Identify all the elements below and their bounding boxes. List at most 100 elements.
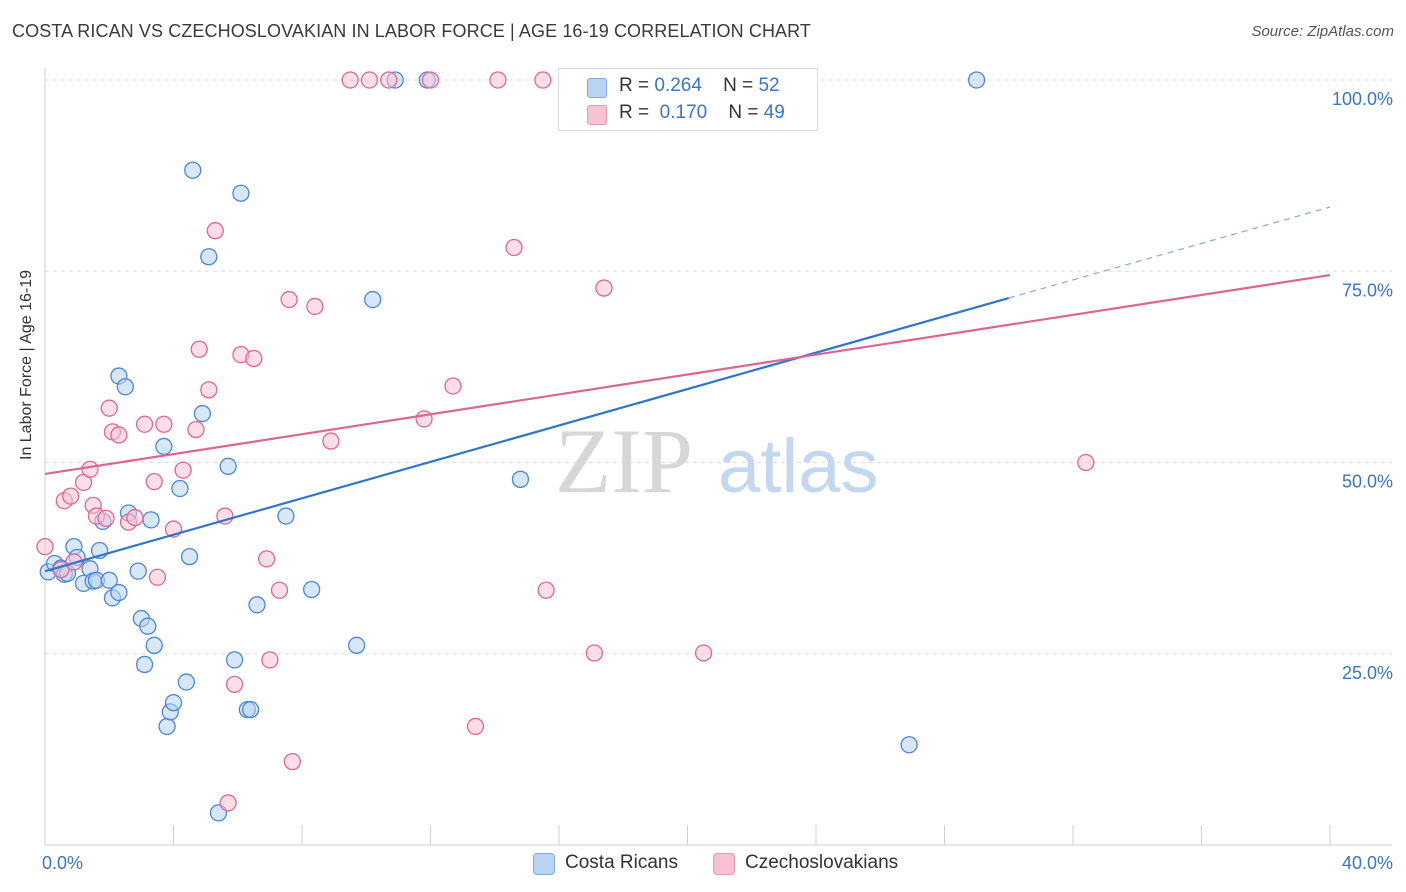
point-costa-ricans — [225, 651, 244, 669]
y-tick-label: 100.0% — [1332, 89, 1393, 109]
point-costa-ricans — [171, 479, 189, 498]
point-costa-ricans — [158, 717, 176, 736]
point-costa-ricans — [511, 470, 530, 488]
bottom-legend-swatch-blue — [533, 853, 555, 875]
point-czechoslovakians — [270, 581, 289, 599]
point-czechoslovakians — [537, 581, 555, 599]
point-czechoslovakians — [155, 415, 173, 433]
y-tick-label: 75.0% — [1342, 280, 1393, 300]
point-czechoslovakians — [283, 752, 302, 771]
point-czechoslovakians — [100, 399, 118, 417]
point-costa-ricans — [135, 655, 154, 674]
chart-source: Source: ZipAtlas.com — [1251, 23, 1394, 40]
point-czechoslovakians — [145, 472, 163, 491]
point-costa-ricans — [145, 636, 163, 654]
point-costa-ricans — [116, 378, 134, 396]
grid-lines — [45, 79, 1392, 655]
point-costa-ricans — [184, 161, 202, 179]
point-czechoslovakians — [280, 290, 298, 309]
point-czechoslovakians — [81, 460, 99, 479]
trend-line-costa-ricans-extension — [1008, 206, 1331, 299]
point-costa-ricans — [347, 636, 366, 654]
stats-legend: R = 0.264 N = 52 R = 0.170 N = 49 — [558, 68, 818, 131]
point-costa-ricans — [200, 248, 218, 266]
point-costa-ricans — [155, 437, 173, 456]
watermark: ZIP atlas — [555, 410, 879, 512]
point-costa-ricans — [177, 673, 196, 691]
point-czechoslovakians — [694, 644, 713, 662]
n-value-costa-ricans: 52 — [758, 75, 780, 96]
point-czechoslovakians — [245, 349, 263, 368]
point-czechoslovakians — [360, 71, 379, 89]
point-costa-ricans — [364, 290, 382, 309]
point-costa-ricans — [302, 580, 321, 599]
watermark-atlas: atlas — [718, 424, 879, 509]
bottom-legend-czechoslovakians: Czechoslovakians — [713, 850, 933, 876]
r-value-costa-ricans: 0.264 — [654, 75, 702, 96]
point-czechoslovakians — [306, 297, 324, 316]
point-czechoslovakians — [489, 71, 507, 89]
trend-line-czechoslovakians — [44, 273, 1331, 476]
point-czechoslovakians — [258, 550, 276, 568]
point-czechoslovakians — [62, 487, 80, 505]
chart-title: COSTA RICAN VS CZECHOSLOVAKIAN IN LABOR … — [12, 21, 812, 41]
point-czechoslovakians — [148, 568, 167, 586]
point-costa-ricans — [232, 184, 250, 202]
y-axis-label: In Labor Force | Age 16-19 — [18, 269, 35, 460]
point-czechoslovakians — [190, 340, 208, 358]
point-czechoslovakians — [595, 279, 613, 297]
point-czechoslovakians — [444, 377, 462, 395]
point-czechoslovakians — [1077, 453, 1095, 472]
trend-lines — [44, 206, 1331, 573]
point-czechoslovakians — [505, 238, 523, 257]
point-costa-ricans — [248, 596, 266, 614]
point-czechoslovakians — [466, 717, 485, 736]
y-tick-label: 25.0% — [1342, 663, 1393, 683]
point-czechoslovakians — [110, 426, 128, 444]
point-czechoslovakians — [187, 420, 205, 439]
point-costa-ricans — [129, 562, 147, 580]
point-costa-ricans — [110, 583, 128, 602]
legend-swatch-pink — [587, 105, 607, 125]
point-czechoslovakians — [206, 222, 224, 240]
point-czechoslovakians — [380, 71, 398, 89]
point-czechoslovakians — [219, 794, 237, 812]
point-czechoslovakians — [36, 538, 54, 556]
point-costa-ricans — [219, 457, 237, 475]
point-costa-ricans — [139, 617, 157, 635]
legend-swatch-blue — [587, 78, 607, 98]
trend-line-costa-ricans — [44, 296, 1010, 573]
point-czechoslovakians — [341, 71, 359, 89]
bottom-legend-swatch-pink — [713, 853, 735, 875]
series-czechoslovakians-points — [36, 71, 1095, 812]
r-value-czechoslovakians: 0.170 — [659, 102, 708, 123]
point-czechoslovakians — [97, 509, 115, 527]
point-czechoslovakians — [261, 651, 279, 669]
point-czechoslovakians — [534, 71, 552, 89]
point-costa-ricans — [193, 404, 212, 423]
point-czechoslovakians — [200, 381, 218, 399]
point-costa-ricans — [967, 71, 986, 89]
axes — [44, 68, 1392, 846]
point-costa-ricans — [180, 547, 199, 566]
point-czechoslovakians — [322, 432, 340, 450]
point-czechoslovakians — [585, 644, 603, 662]
point-costa-ricans — [100, 571, 118, 589]
bottom-legend-label-costa-ricans: Costa Ricans — [565, 852, 678, 873]
y-tick-label: 50.0% — [1342, 472, 1393, 492]
point-czechoslovakians — [421, 71, 440, 89]
n-value-czechoslovakians: 49 — [763, 102, 785, 123]
bottom-legend-costa-ricans: Costa Ricans — [533, 850, 693, 876]
tick-labels: 25.0% 50.0% 75.0% 100.0% 0.0% 40.0% — [42, 89, 1393, 873]
point-costa-ricans — [142, 511, 160, 529]
point-czechoslovakians — [174, 461, 192, 479]
point-czechoslovakians — [415, 410, 433, 428]
point-costa-ricans — [277, 507, 295, 525]
point-costa-ricans — [900, 736, 918, 754]
watermark-zip: ZIP — [555, 410, 693, 512]
point-costa-ricans — [241, 700, 260, 719]
x-tick-label-min: 0.0% — [42, 853, 83, 873]
point-czechoslovakians — [126, 508, 144, 527]
point-czechoslovakians — [225, 675, 244, 693]
